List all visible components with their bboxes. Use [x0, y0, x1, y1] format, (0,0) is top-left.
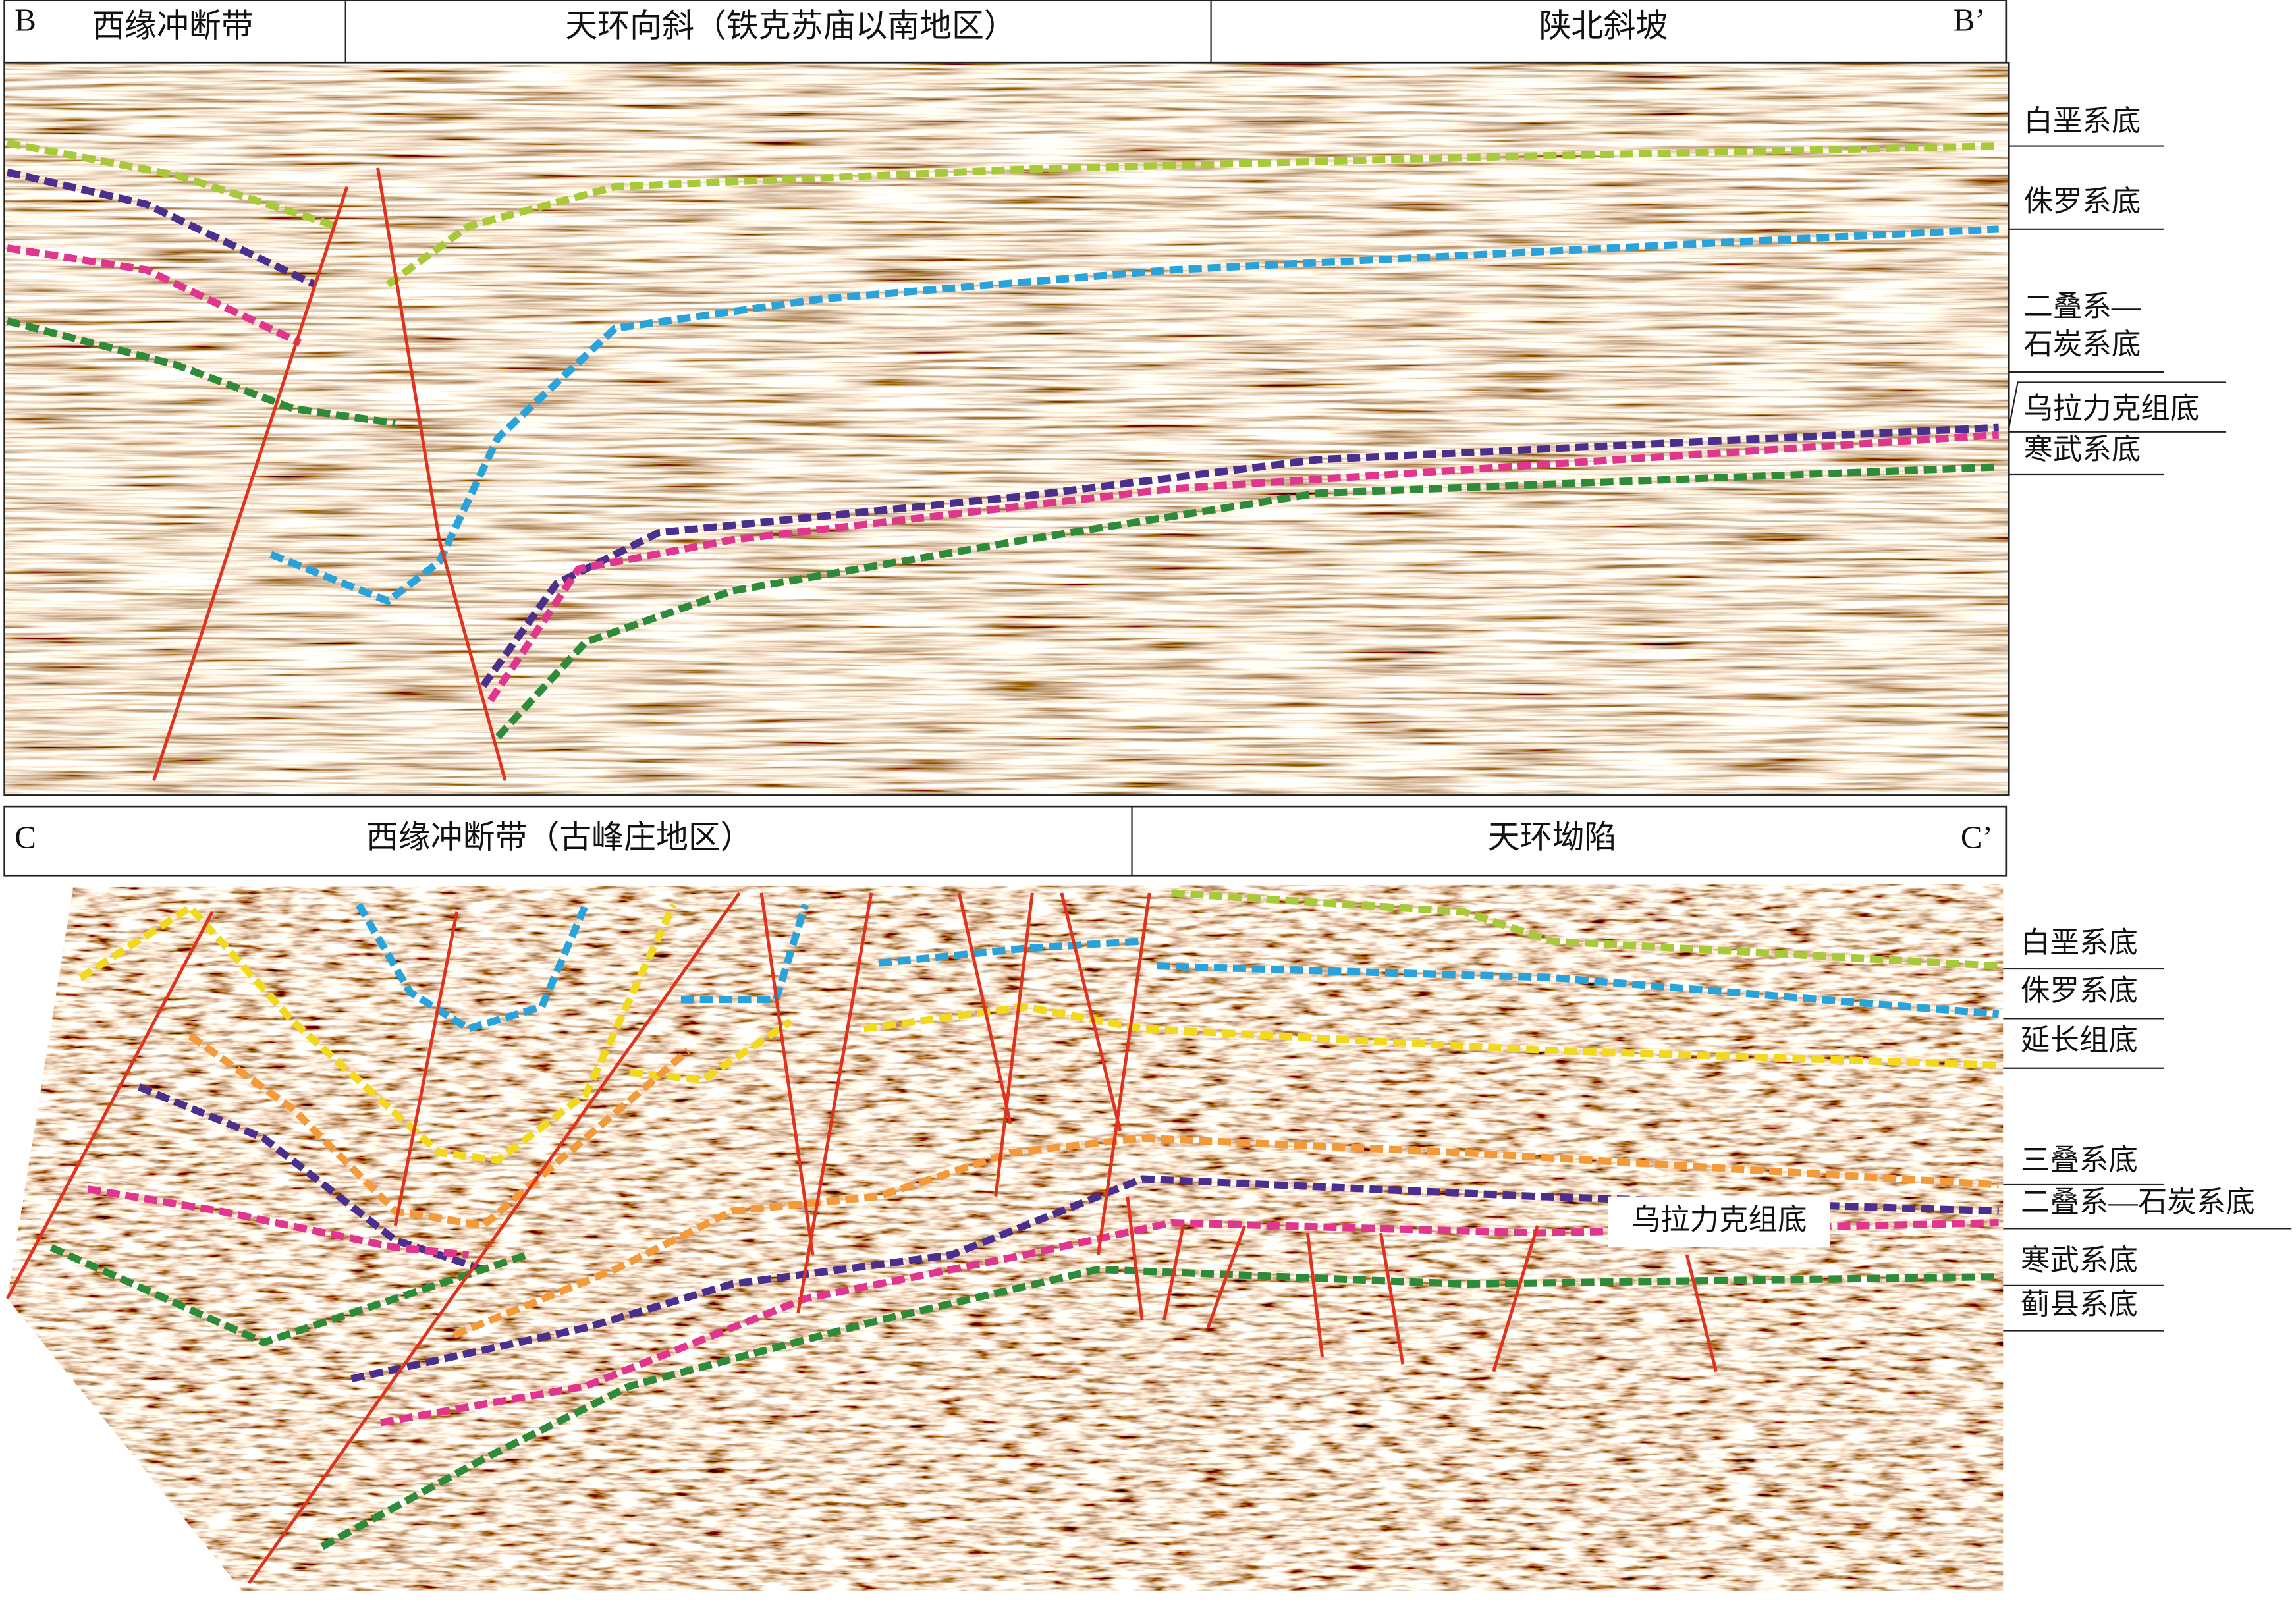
horizon-label: 侏罗系底 — [2021, 974, 2138, 1007]
horizon-label: 二叠系— — [2023, 290, 2141, 323]
horizon — [1171, 889, 1999, 970]
fault — [759, 892, 815, 1255]
horizon — [380, 1219, 1999, 1427]
fault — [1305, 1232, 1324, 1357]
fault — [1096, 892, 1151, 1255]
horizon-label: 蓟县系底 — [2021, 1288, 2138, 1320]
horizon-label: 白垩系底 — [2021, 926, 2138, 959]
horizon-label: 寒武系底 — [2021, 1244, 2138, 1277]
horizon — [495, 463, 1999, 740]
horizon — [629, 1018, 793, 1083]
fault — [152, 186, 349, 782]
label-leader — [2008, 381, 2226, 428]
horizon — [6, 169, 317, 288]
fault — [1492, 1225, 1539, 1373]
horizon — [320, 1265, 1999, 1550]
section-start: C — [14, 819, 36, 855]
horizon-label: 三叠系底 — [2021, 1143, 2138, 1176]
horizon — [355, 902, 589, 1033]
section-label: 陕北斜坡 — [1539, 8, 1668, 44]
horizon — [7, 244, 302, 346]
section-label: 天环坳陷 — [1488, 819, 1617, 855]
fault — [796, 892, 873, 1314]
seismic-section — [4, 63, 2009, 796]
panel-b: B 西缘冲断带 天环向斜（铁克苏庙以南地区） 陕北斜坡 B’ 白垩系底 侏罗系底… — [3, 0, 2226, 796]
horizon-label: 寒武系底 — [2023, 433, 2141, 466]
fault — [393, 911, 459, 1226]
fault — [5, 911, 214, 1299]
horizon — [6, 317, 396, 427]
section-label: 天环向斜（铁克苏庙以南地区） — [565, 8, 1016, 44]
horizon-label: 乌拉力克组底 — [2023, 392, 2199, 425]
section-start: B — [14, 2, 36, 38]
fault — [247, 892, 741, 1585]
header-frame — [3, 805, 2008, 877]
horizon-label: 白垩系底 — [2023, 105, 2141, 138]
horizon — [487, 431, 2000, 703]
fault — [1060, 892, 1122, 1131]
section-label: 西缘冲断带 — [92, 8, 253, 44]
fault — [1162, 1225, 1185, 1321]
horizon — [138, 1083, 485, 1273]
horizon — [350, 1175, 1999, 1383]
fault — [957, 892, 1012, 1124]
section-end: B’ — [1954, 2, 1986, 38]
section-end: C’ — [1961, 819, 1993, 855]
horizon — [87, 1185, 469, 1259]
horizon — [385, 142, 1999, 288]
fault — [1685, 1254, 1718, 1373]
horizon — [269, 225, 1999, 605]
faults — [5, 892, 1718, 1585]
horizon — [452, 1134, 2000, 1339]
section-label: 西缘冲断带（古峰庄地区） — [366, 819, 753, 855]
horizon — [49, 1244, 529, 1346]
horizon — [878, 937, 1143, 967]
fault — [994, 892, 1034, 1197]
callout-label: 乌拉力克组底 — [1631, 1203, 1807, 1236]
horizon — [78, 903, 677, 1164]
section-frame — [3, 61, 2010, 796]
fault — [376, 167, 507, 781]
horizon — [7, 139, 339, 230]
horizon — [1157, 962, 2000, 1018]
horizon-label: 二叠系—石炭系底 — [2021, 1185, 2255, 1218]
callout-box — [1608, 1196, 1831, 1248]
horizon-label: 侏罗系底 — [2023, 184, 2141, 217]
horizon — [863, 1003, 1999, 1069]
horizon — [188, 1033, 691, 1230]
fault — [1126, 1196, 1144, 1321]
horizon-label: 石炭系底 — [2023, 328, 2141, 361]
horizon — [480, 423, 1999, 688]
fault — [1206, 1225, 1247, 1328]
panel-c: C 西缘冲断带（古峰庄地区） 天环坳陷 C’ — [3, 805, 2292, 1591]
fault — [1379, 1232, 1405, 1365]
horizon-label: 延长组底 — [2021, 1023, 2138, 1056]
